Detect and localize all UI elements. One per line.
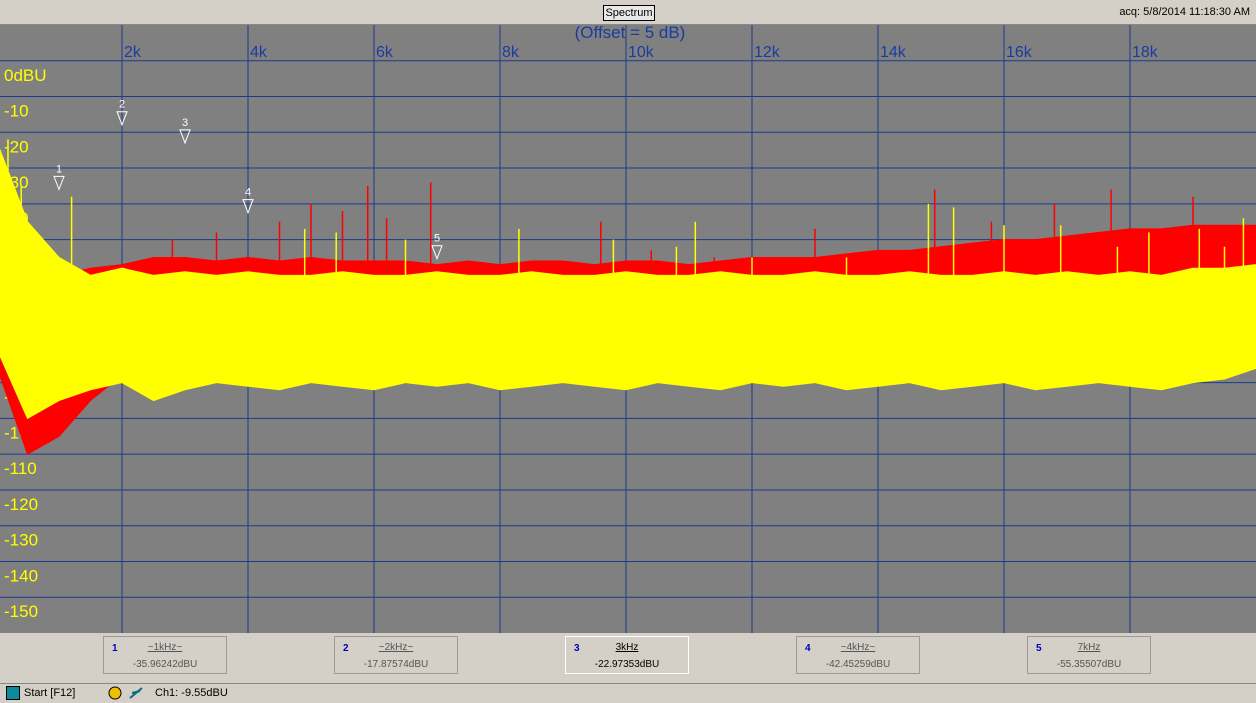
- marker-reading: -22.97353dBU: [594, 659, 660, 670]
- marker-triangle: [116, 111, 128, 127]
- x-tick-label: 2k: [124, 44, 142, 61]
- marker-number: 1: [112, 643, 118, 654]
- channel-reading: Ch1: -9.55dBU: [155, 687, 228, 699]
- marker-number: 5: [1036, 643, 1042, 654]
- y-tick-label: -130: [4, 531, 38, 550]
- acquisition-time: acq: 5/8/2014 11:18:30 AM: [1119, 6, 1250, 18]
- marker-label: 3kHz: [615, 642, 639, 653]
- noise-band: [0, 148, 1256, 420]
- marker-number: 2: [343, 643, 349, 654]
- marker-label: ~4kHz~: [840, 642, 876, 653]
- marker-reading: -35.96242dBU: [132, 659, 198, 670]
- y-tick-label: -140: [4, 566, 38, 585]
- marker-reading: -55.35507dBU: [1056, 659, 1122, 670]
- x-tick-label: 12k: [754, 44, 781, 61]
- marker-label: ~1kHz~: [147, 642, 183, 653]
- marker-box[interactable]: 1 ~1kHz~ -35.96242dBU: [103, 636, 227, 674]
- marker-triangle: [53, 175, 65, 191]
- marker-box[interactable]: 4 ~4kHz~ -42.45259dBU: [796, 636, 920, 674]
- icon: [129, 687, 143, 699]
- x-tick-label: 14k: [880, 44, 907, 61]
- x-tick-label: 8k: [502, 44, 520, 61]
- y-tick-label: -20: [4, 137, 29, 156]
- status-bar: Start [F12] Ch1: -9.55dBU: [0, 683, 1256, 703]
- marker-box[interactable]: 3 3kHz -22.97353dBU: [565, 636, 689, 674]
- title-bar: Spectrum acq: 5/8/2014 11:18:30 AM: [0, 0, 1256, 25]
- x-tick-label: 10k: [628, 44, 655, 61]
- spectrum-button[interactable]: Spectrum: [603, 5, 655, 21]
- marker-triangle: [179, 129, 191, 145]
- x-tick-label: 18k: [1132, 44, 1159, 61]
- y-tick-label: -110: [4, 459, 37, 478]
- marker-label: 4: [245, 187, 251, 199]
- marker-triangle: [431, 245, 443, 261]
- marker-box[interactable]: 2 ~2kHz~ -17.87574dBU: [334, 636, 458, 674]
- start-button[interactable]: Start [F12]: [6, 686, 75, 700]
- marker-reading: -42.45259dBU: [825, 659, 891, 670]
- y-tick-label: -150: [4, 602, 38, 621]
- marker-label: 1: [56, 163, 62, 175]
- x-tick-label: 6k: [376, 44, 394, 61]
- x-tick-label: 16k: [1006, 44, 1033, 61]
- spectrum-chart: 0dBU-10-20-30-40-50-60-70-80-90-100-110-…: [0, 25, 1256, 633]
- y-tick-label: -120: [4, 495, 38, 514]
- marker-label: 5: [434, 233, 440, 245]
- chart-title: (Offset = 5 dB): [575, 25, 686, 42]
- y-tick-label: -10: [4, 102, 29, 121]
- status-icons: [108, 686, 143, 700]
- marker-box[interactable]: 5 7kHz -55.35507dBU: [1027, 636, 1151, 674]
- icon: [108, 686, 122, 700]
- marker-panel: 1 ~1kHz~ -35.96242dBU 2 ~2kHz~ -17.87574dBU 3 3…: [0, 633, 1256, 683]
- marker-number: 4: [805, 643, 811, 654]
- y-tick-label: 0dBU: [4, 66, 47, 85]
- x-tick-label: 4k: [250, 44, 268, 61]
- marker-label: ~2kHz~: [378, 642, 414, 653]
- marker-triangle: [242, 199, 254, 214]
- marker-label: 3: [182, 117, 188, 129]
- marker-reading: -17.87574dBU: [363, 659, 429, 670]
- marker-label: 7kHz: [1077, 642, 1101, 653]
- marker-number: 3: [574, 643, 580, 654]
- marker-label: 2: [119, 99, 125, 111]
